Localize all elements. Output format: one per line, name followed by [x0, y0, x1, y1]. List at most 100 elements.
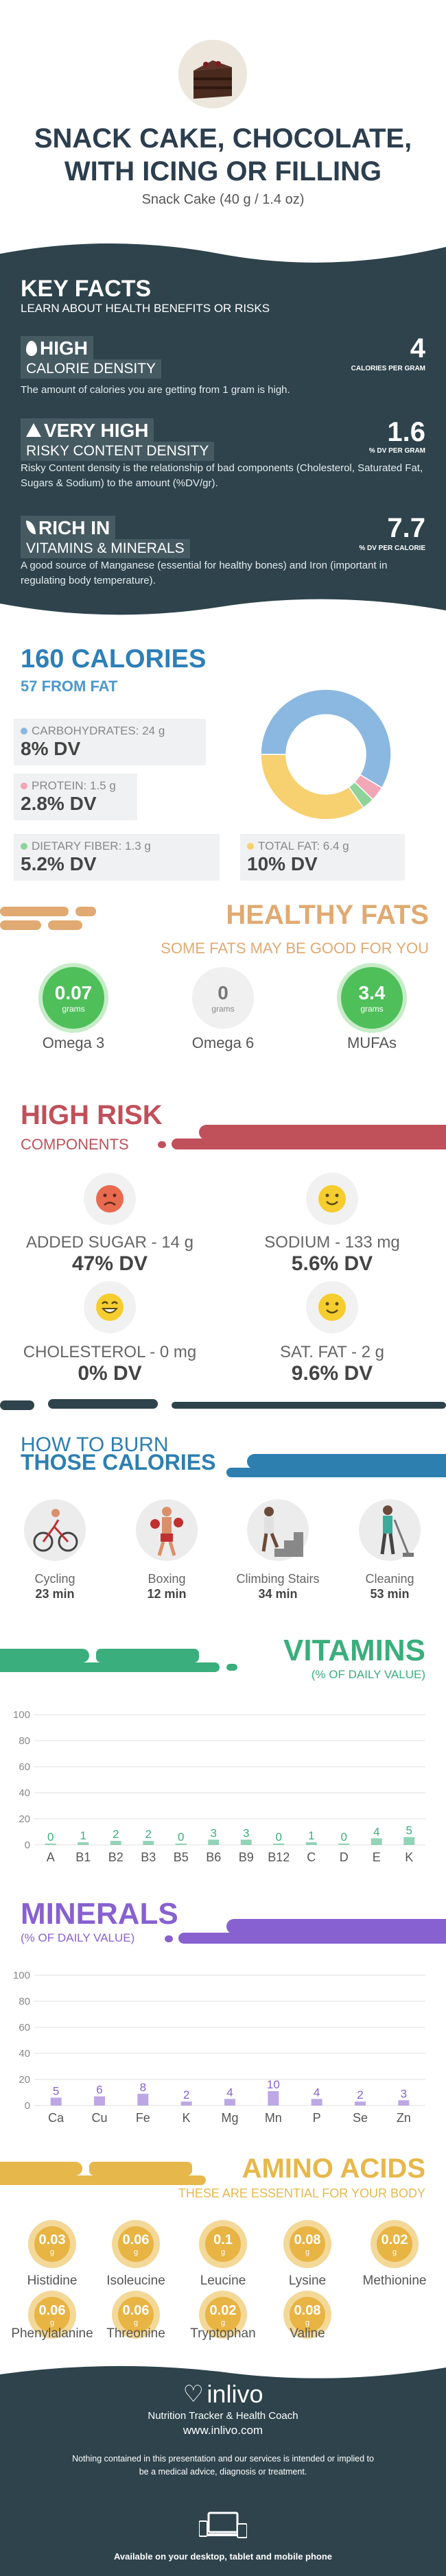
nutrient-dv: 10% DV	[247, 853, 318, 874]
bar-value-label: 0	[47, 1830, 54, 1844]
bar-value-label: 1	[308, 1829, 314, 1842]
x-tick-label: Zn	[397, 2111, 411, 2125]
fat-unit: grams	[211, 1004, 235, 1014]
fact-rich-vitamins: RICH IN VITAMINS & MINERALS	[21, 516, 190, 558]
minerals-title: MINERALS	[21, 1897, 178, 1931]
amino-circle: 0.1 g	[199, 2220, 247, 2268]
decor-stripe	[96, 1649, 199, 1662]
decor-stripe	[178, 1933, 446, 1944]
fact-heading: HIGH	[21, 336, 93, 359]
decor-stripe	[89, 2162, 192, 2175]
amino-subtitle: THESE ARE ESSENTIAL FOR YOUR BODY	[178, 2186, 425, 2200]
title-line-1: SNACK CAKE, CHOCOLATE,	[34, 123, 412, 154]
bar-B12	[273, 1844, 285, 1845]
footer-logo: ♡ inlivo	[0, 2380, 446, 2409]
activity-name: Boxing	[148, 1572, 186, 1586]
bar-Ca	[50, 2097, 62, 2106]
risk-name: CHOLESTEROL - 0 mg	[23, 1343, 197, 1361]
x-tick-label: K	[183, 2111, 191, 2125]
amino-circle: 0.08 g	[283, 2291, 331, 2339]
activity-name: Climbing Stairs	[236, 1572, 320, 1586]
sodium-face	[306, 1173, 358, 1225]
nutrient-dv: 8% DV	[21, 738, 81, 759]
bar-B6	[208, 1839, 220, 1845]
footer-url[interactable]: www.inlivo.com	[183, 2424, 263, 2437]
amino-name: Phenylalanine	[11, 2326, 93, 2341]
bar-value-label: 5	[53, 2085, 59, 2098]
x-tick-label: D	[340, 1850, 349, 1864]
x-tick-label: Mg	[221, 2111, 238, 2125]
fact-unit: % DV PER GRAM	[368, 447, 425, 455]
bar-value-label: 4	[314, 2086, 320, 2099]
donut-slice-carbohydrates	[260, 689, 392, 789]
fact-subheading: VITAMINS & MINERALS	[21, 539, 190, 558]
healthy-fats-subtitle: SOME FATS MAY BE GOOD FOR YOU	[161, 940, 429, 957]
fat-label: Omega 3	[42, 1034, 105, 1051]
decor-stripe	[75, 907, 96, 916]
bar-value-label: 3	[211, 1826, 217, 1839]
satfat-face	[306, 1281, 358, 1333]
smile-face-icon	[318, 1293, 346, 1321]
calories-title: 160 CALORIES	[21, 645, 207, 673]
x-tick-label: P	[313, 2111, 321, 2125]
y-tick-label: 40	[19, 2048, 30, 2060]
carbs-dot-icon	[21, 728, 27, 735]
footer-available: Available on your desktop, tablet and mo…	[113, 2551, 333, 2562]
risk-name: SODIUM - 133 mg	[264, 1233, 400, 1252]
risk-name: ADDED SUGAR - 14 g	[25, 1233, 194, 1252]
devices-icon	[198, 2510, 248, 2540]
vitamins-bar-chart: 0204060801000A1B12B22B30B53B63B90B121C0D…	[14, 1709, 425, 1864]
fat-dot-icon	[247, 843, 254, 850]
protein-dot-icon	[21, 783, 27, 789]
footer-disclaimer: Nothing contained in this presentation a…	[72, 2454, 374, 2477]
bar-C	[305, 1842, 317, 1845]
x-tick-label: Ca	[48, 2111, 64, 2125]
bar-value-label: 10	[267, 2078, 280, 2091]
burn-title-line-2: THOSE CALORIES	[21, 1450, 216, 1475]
activity-minutes: 53 min	[370, 1587, 410, 1601]
bar-value-label: 3	[401, 2087, 407, 2100]
bar-value-label: 4	[226, 2086, 233, 2099]
bar-value-label: 4	[373, 1825, 379, 1838]
y-tick-label: 20	[19, 2074, 30, 2086]
decor-stripe	[158, 1141, 166, 1148]
burn-top-decor	[0, 1399, 446, 1420]
burn-title-line-1: HOW TO BURN	[21, 1433, 169, 1456]
y-tick-label: 100	[14, 1970, 30, 1981]
bar-Fe	[137, 2093, 149, 2106]
footer-brand: inlivo	[207, 2380, 263, 2408]
x-tick-label: Fe	[136, 2111, 150, 2125]
x-tick-label: E	[373, 1850, 381, 1864]
amino-name: Tryptophan	[190, 2326, 256, 2341]
decor-stripe	[0, 2175, 206, 2185]
bar-Zn	[398, 2100, 410, 2106]
activity-minutes: 34 min	[258, 1587, 298, 1601]
x-tick-label: C	[307, 1850, 316, 1864]
amino-circle: 0.08 g	[283, 2220, 331, 2268]
bar-value-label: 2	[113, 1828, 119, 1841]
decor-stripe	[0, 920, 41, 930]
bar-value-label: 6	[96, 2084, 102, 2097]
omega3-circle: 0.07 grams	[43, 967, 104, 1029]
amino-circle: 0.06 g	[28, 2291, 76, 2339]
x-tick-label: B9	[239, 1850, 254, 1864]
boxing-icon	[136, 1499, 198, 1561]
footer-wave	[0, 2359, 446, 2378]
fat-label: MUFAs	[347, 1034, 397, 1051]
risk-dv: 47% DV	[71, 1252, 148, 1275]
x-tick-label: B1	[75, 1850, 91, 1864]
key-facts-subtitle: LEARN ABOUT HEALTH BENEFITS OR RISKS	[21, 302, 270, 315]
vitamins-subtitle: (% OF DAILY VALUE)	[311, 1668, 425, 1681]
calories-from-fat: 57 FROM FAT	[21, 678, 118, 695]
x-tick-label: B5	[174, 1850, 189, 1864]
decor-stripe	[0, 907, 69, 916]
bar-Mn	[268, 2091, 279, 2106]
bar-B3	[143, 1841, 154, 1845]
healthy-fats-title: HEALTHY FATS	[226, 900, 429, 930]
flame-icon	[26, 341, 37, 356]
fact-subheading: CALORIE DENSITY	[21, 359, 162, 379]
nutrient-protein: PROTEIN: 1.5 g 2.8% DV	[14, 774, 137, 820]
y-tick-label: 40	[19, 1787, 30, 1799]
high-risk-subtitle: COMPONENTS	[21, 1136, 129, 1153]
amino-name: Methionine	[362, 2274, 427, 2288]
